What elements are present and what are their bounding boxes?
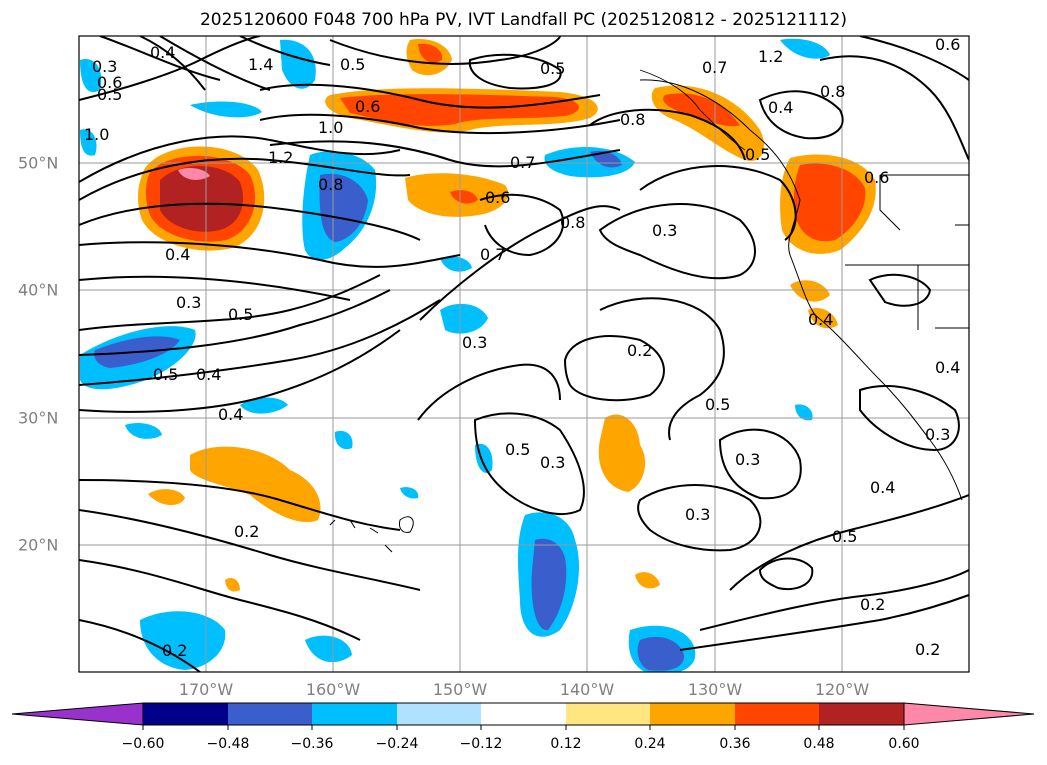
- contour-label: 0.2: [860, 595, 885, 614]
- contour-label: 0.5: [705, 395, 730, 414]
- contour-label: 0.5: [228, 305, 253, 324]
- contour-label: 1.4: [248, 55, 273, 74]
- colorbar-extend-high: [904, 703, 1034, 725]
- lon-label: 130°W: [688, 680, 742, 699]
- colorbar-bin: [397, 703, 481, 725]
- contour-label: 1.0: [84, 125, 109, 144]
- colorbar: [12, 703, 1034, 730]
- contour-label: 0.8: [318, 175, 343, 194]
- contour-label: 0.4: [165, 245, 190, 264]
- colorbar-bin: [566, 703, 650, 725]
- contour-label: 0.4: [218, 405, 243, 424]
- contour-label: 0.4: [768, 98, 793, 117]
- contour-label: 0.6: [485, 188, 510, 207]
- contour-label: 0.5: [832, 527, 857, 546]
- lon-label: 140°W: [560, 680, 614, 699]
- contour-label: 1.0: [318, 118, 343, 137]
- contour-label: 0.6: [864, 168, 889, 187]
- contour-label: 0.3: [652, 221, 677, 240]
- colorbar-bin: [819, 703, 904, 725]
- contour-label: 0.3: [540, 453, 565, 472]
- colorbar-extend-low: [12, 703, 143, 725]
- colorbar-tick-label: −0.12: [460, 736, 503, 752]
- colorbar-tick-label: 0.36: [719, 736, 750, 752]
- lon-label: 160°W: [306, 680, 360, 699]
- lat-label: 30°N: [18, 409, 58, 428]
- colorbar-tick-label: −0.60: [122, 736, 165, 752]
- contour-label: 0.6: [935, 35, 960, 54]
- colorbar-bin: [481, 703, 566, 725]
- contour-label: 0.5: [505, 440, 530, 459]
- colorbar-tick-label: −0.48: [207, 736, 250, 752]
- lon-label: 150°W: [433, 680, 487, 699]
- contour-label: 0.8: [620, 110, 645, 129]
- colorbar-bin: [228, 703, 312, 725]
- lat-label: 20°N: [18, 536, 58, 555]
- lon-label: 170°W: [179, 680, 233, 699]
- contour-label: 0.3: [735, 450, 760, 469]
- colorbar-bin: [650, 703, 735, 725]
- contour-label: 0.5: [153, 365, 178, 384]
- contour-label: 0.7: [480, 245, 505, 264]
- contour-label: 0.6: [355, 97, 380, 116]
- colorbar-bin: [735, 703, 819, 725]
- contour-label: 0.5: [745, 145, 770, 164]
- contour-label: 0.4: [935, 358, 960, 377]
- contour-label: 0.8: [820, 82, 845, 101]
- contour-label: 0.5: [540, 59, 565, 78]
- contour-label: 0.6: [97, 73, 122, 92]
- contour-label: 0.3: [462, 333, 487, 352]
- contour-label: 0.2: [627, 341, 652, 360]
- colorbar-tick-label: −0.24: [376, 736, 419, 752]
- contour-label: 0.2: [234, 522, 259, 541]
- contour-label: 0.4: [150, 43, 175, 62]
- contour-label: 0.3: [685, 505, 710, 524]
- colorbar-bin: [143, 703, 228, 725]
- colorbar-tick-label: 0.12: [550, 736, 581, 752]
- contour-label: 1.2: [758, 47, 783, 66]
- contour-label: 0.4: [808, 310, 833, 329]
- contour-label: 0.4: [196, 365, 221, 384]
- contour-label: 0.8: [560, 213, 585, 232]
- contour-label: 0.3: [925, 425, 950, 444]
- colorbar-bin: [312, 703, 397, 725]
- contour-label: 0.7: [702, 58, 727, 77]
- contour-label: 1.2: [268, 148, 293, 167]
- colorbar-tick-label: −0.36: [291, 736, 334, 752]
- contour-label: 0.7: [510, 153, 535, 172]
- contour-label: 0.3: [176, 293, 201, 312]
- contour-label: 0.2: [915, 640, 940, 659]
- colorbar-tick-label: 0.24: [634, 736, 665, 752]
- colorbar-tick-label: 0.48: [803, 736, 834, 752]
- shaded-fields: [79, 36, 969, 675]
- colorbar-tick-label: 0.60: [888, 736, 919, 752]
- lat-label: 40°N: [18, 281, 58, 300]
- lat-label: 50°N: [18, 154, 58, 173]
- contour-label: 0.5: [340, 55, 365, 74]
- contour-label: 0.2: [162, 641, 187, 660]
- contour-label: 0.4: [870, 478, 895, 497]
- lon-label: 120°W: [815, 680, 869, 699]
